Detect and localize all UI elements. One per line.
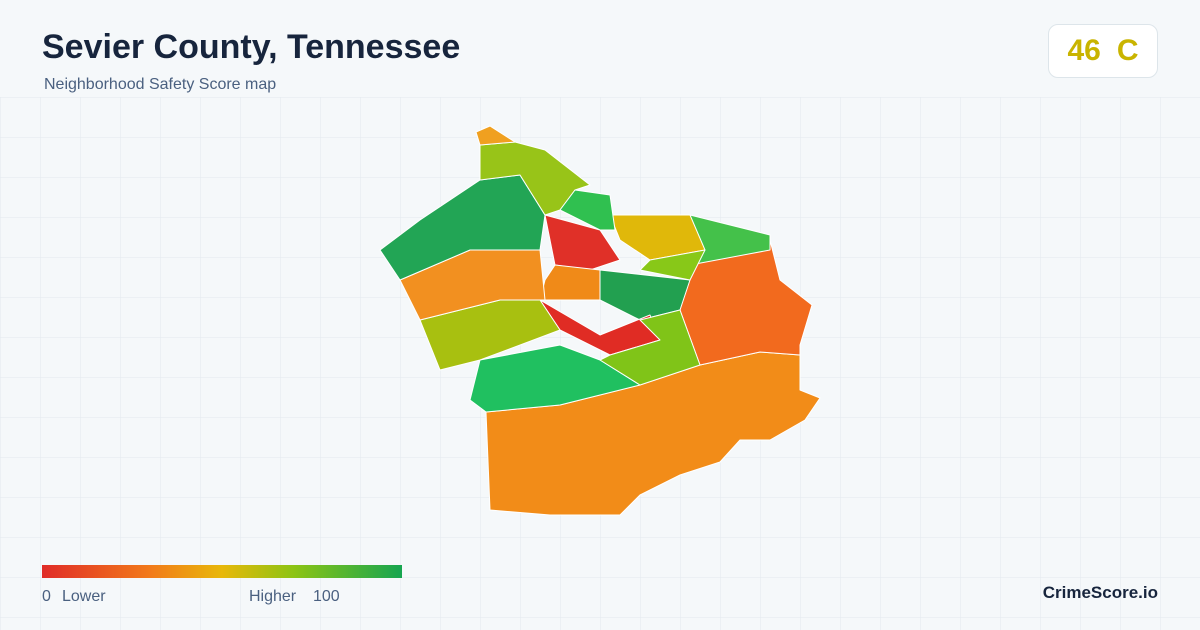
brand: CrimeScore.io bbox=[1042, 583, 1158, 602]
subtitle: Neighborhood Safety Score map bbox=[44, 76, 277, 93]
score-badge: 46 C bbox=[1048, 24, 1158, 78]
legend-min: 0 bbox=[42, 588, 51, 605]
score-grade: C bbox=[1116, 34, 1139, 67]
score-value: 46 bbox=[1067, 34, 1101, 67]
legend-max-label: Higher bbox=[249, 588, 297, 605]
legend-max: 100 bbox=[313, 588, 340, 605]
legend-min-label: Lower bbox=[62, 588, 106, 605]
title: Sevier County, Tennessee bbox=[42, 28, 461, 66]
regions bbox=[379, 125, 821, 516]
legend-bar bbox=[42, 565, 402, 578]
